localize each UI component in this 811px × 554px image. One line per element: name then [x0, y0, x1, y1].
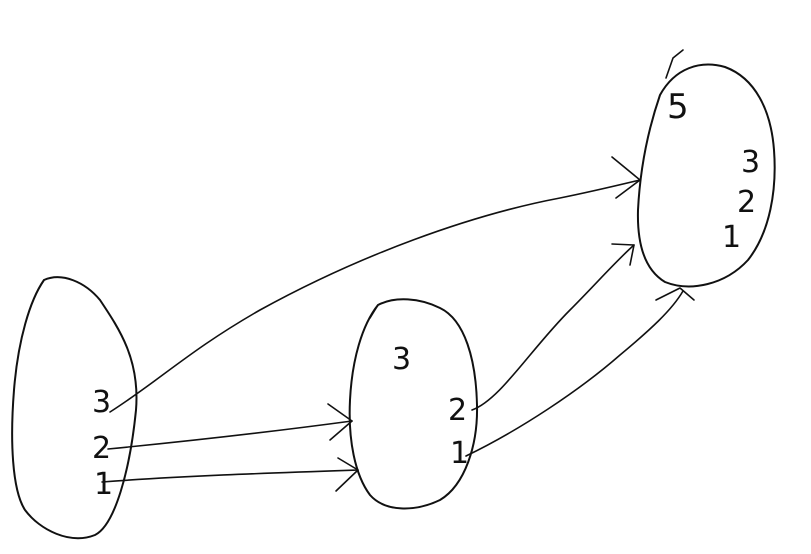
- node-middle-label-2: 2: [448, 393, 467, 428]
- arrowhead-middle-2-to-right: [611, 243, 635, 266]
- node-left-label-1: 1: [94, 467, 113, 502]
- arrowhead-middle-1-to-right: [655, 287, 695, 301]
- node-right-outline: [636, 63, 776, 288]
- edge-left-3-to-right: [109, 179, 641, 413]
- node-right-label-3: 3: [741, 145, 760, 180]
- arrowhead-left-1-to-middle: [335, 457, 359, 492]
- edge-middle-2-to-right: [471, 244, 635, 411]
- edge-left-1-to-middle: [101, 469, 359, 483]
- edge-left-2-to-middle: [107, 420, 353, 450]
- node-right-label-2: 2: [737, 185, 756, 220]
- node-left-label-3: 3: [92, 385, 111, 420]
- node-left-tick: [37, 279, 45, 291]
- node-left-outline: [11, 276, 138, 540]
- node-middle-tick: [369, 304, 379, 319]
- node-middle-label-1: 1: [450, 436, 469, 471]
- arrowhead-left-3-to-right: [611, 156, 641, 199]
- node-right-top-label: 5: [667, 87, 689, 127]
- node-middle-outline: [348, 298, 479, 510]
- node-middle-top-label: 3: [392, 342, 411, 377]
- node-left-label-2: 2: [92, 431, 111, 466]
- arrowhead-left-2-to-middle: [327, 403, 353, 441]
- edge-middle-1-to-right: [465, 290, 684, 457]
- node-right-label-1: 1: [722, 220, 741, 255]
- node-right-tick: [665, 49, 684, 79]
